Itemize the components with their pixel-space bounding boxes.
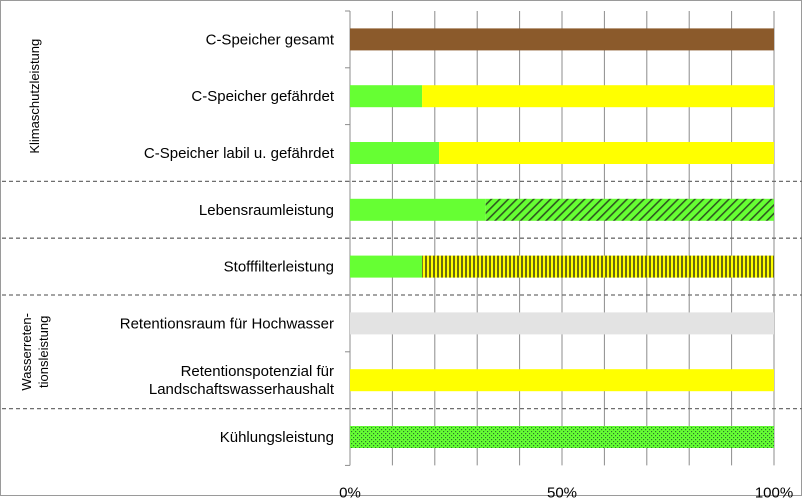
category-label: Lebensraumleistung — [199, 202, 334, 219]
groups-layer: Klimaschutzleistung Wasserreten-tionsleis… — [19, 39, 51, 391]
category-label: C-Speicher labil u. gefährdet — [144, 145, 335, 162]
bar-segment — [350, 198, 486, 221]
bar-segment — [350, 369, 774, 392]
axis-layer — [2, 10, 802, 466]
bar-segment — [350, 312, 774, 335]
bar-segment — [350, 28, 774, 51]
category-label: Retentionspotenzial für Landschaftswasser… — [149, 363, 335, 398]
labels-layer: C-Speicher gesamt C-Speicher gefährdet C-S… — [120, 31, 793, 499]
bar-segment — [350, 255, 423, 278]
bar-segment — [485, 198, 774, 221]
group-label: Wasserreten-tionsleistung — [19, 313, 51, 391]
x-tick-label: 0% — [339, 484, 361, 499]
x-tick-label: 50% — [547, 484, 577, 499]
x-tick-label: 100% — [755, 484, 793, 499]
bar-segment — [350, 426, 774, 448]
bar-segment — [422, 85, 774, 108]
group-label: Klimaschutzleistung — [27, 39, 42, 154]
bar-segment — [422, 255, 774, 278]
bar-segment — [350, 85, 423, 108]
category-label: C-Speicher gefährdet — [191, 88, 334, 105]
category-label: C-Speicher gesamt — [206, 31, 335, 48]
category-label: Kühlungsleistung — [220, 429, 334, 446]
category-label: Stofffilterleistung — [224, 259, 334, 276]
bar-segment — [350, 142, 440, 164]
category-label: Retentionsraum für Hochwasser — [120, 315, 334, 332]
bars-layer — [350, 28, 774, 448]
bar-segment — [439, 142, 774, 164]
